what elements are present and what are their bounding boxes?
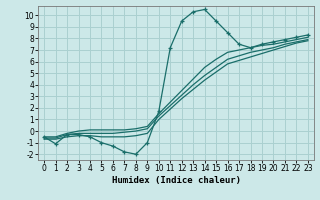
X-axis label: Humidex (Indice chaleur): Humidex (Indice chaleur) <box>111 176 241 185</box>
